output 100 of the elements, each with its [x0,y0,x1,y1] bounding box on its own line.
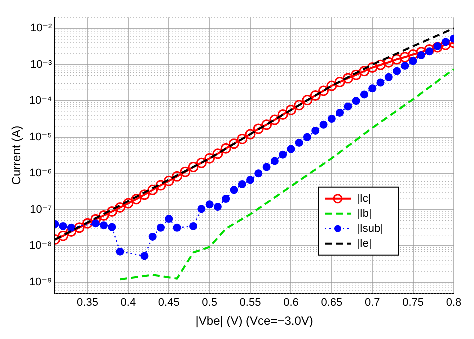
point [320,120,328,129]
point [196,158,207,168]
point [108,223,116,232]
point [286,104,296,116]
y-tick-label: 10⁻⁹ [29,276,52,289]
point [156,224,165,232]
point [82,218,93,229]
point [230,186,238,194]
x-tick-label: 0.55 [240,297,262,310]
point [368,84,377,93]
point [279,150,288,159]
point [442,38,450,46]
point [98,210,110,222]
point [312,126,320,135]
point [351,70,362,80]
point [253,124,264,134]
point [188,162,199,172]
point [116,248,124,256]
line-series [119,68,454,281]
y-tick-label: 10⁻⁴ [29,95,52,108]
point [100,222,108,230]
x-tick-label: 0.6 [284,297,299,310]
point [254,170,263,178]
point [140,252,149,260]
point [204,153,216,164]
point [131,194,142,205]
y-axis-title: Current (A) [10,126,24,186]
x-tick-label: 0.65 [321,297,343,310]
y-tick-label: 10⁻⁵ [30,131,52,144]
point [74,222,85,234]
x-tick-label: 0.35 [77,297,98,310]
point [262,120,272,130]
point [401,62,410,70]
point [206,200,214,209]
point [432,42,443,53]
point [360,90,368,99]
point [328,115,336,124]
point [214,203,222,212]
point [228,138,240,150]
x-tick-label: 0.8 [446,297,462,310]
point [334,77,346,88]
point [344,102,352,111]
point [222,195,230,203]
point [156,180,166,191]
point [408,49,419,60]
y-tick-label: 10⁻² [30,22,52,35]
point [165,215,174,224]
point [270,114,280,126]
legend-label: |Ie| [357,238,372,250]
legend-label: |Isub| [357,222,384,235]
point [318,86,330,96]
x-tick-label: 0.7 [364,297,380,310]
point [426,48,434,56]
point [115,202,126,213]
y-tick-label: 10⁻⁸ [29,240,52,252]
point [393,67,402,76]
point [295,138,304,147]
point [148,184,158,196]
point [352,97,360,106]
point [384,73,393,82]
x-tick-label: 0.45 [158,297,180,310]
point [190,222,198,230]
point [359,66,370,77]
point [245,129,256,140]
point [139,190,150,200]
point [384,57,394,68]
point [246,176,255,184]
point [172,171,183,182]
point [409,57,418,66]
point [180,166,191,178]
point [238,180,246,189]
legend-label: |Ib| [357,208,372,220]
point [310,90,321,102]
point [287,145,296,154]
x-tick-label: 0.75 [402,297,424,310]
point [400,52,410,63]
point [262,163,271,172]
point [237,134,248,144]
point [67,224,76,232]
point [173,224,182,232]
point [58,230,69,242]
point [326,80,338,92]
point [164,176,174,186]
point [212,148,224,160]
point [66,226,77,238]
point [392,54,402,65]
y-tick-label: 10⁻⁷ [30,204,52,216]
point [434,42,442,50]
point [123,198,134,209]
point [90,214,102,225]
y-tick-label: 10⁻³ [30,58,52,71]
legend-label: |Ic| [357,192,372,205]
point [376,78,385,87]
point [92,220,100,228]
point [342,73,354,84]
x-tick-label: 0.5 [202,297,218,310]
point [336,108,344,117]
x-tick-label: 0.4 [120,297,136,310]
point [270,157,279,166]
point [198,205,206,214]
